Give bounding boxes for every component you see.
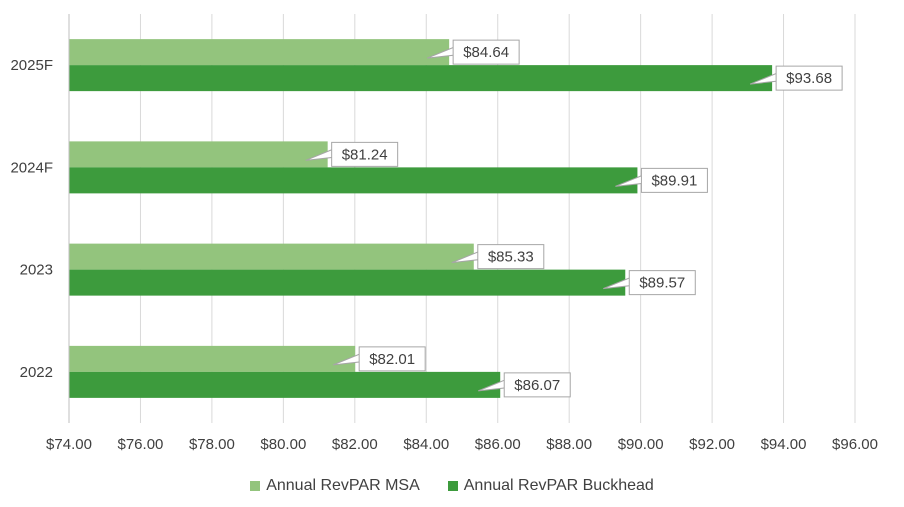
legend-item-buckhead[interactable]: Annual RevPAR Buckhead [447, 477, 654, 495]
data-label-text: $89.91 [651, 172, 697, 189]
callout-seam [777, 67, 781, 90]
data-label-text: $85.33 [488, 249, 534, 266]
bar-msa-2023[interactable] [69, 243, 474, 270]
legend-label-buckhead: Annual RevPAR Buckhead [463, 477, 654, 494]
data-label-callout: $81.24 [305, 141, 399, 167]
bar-msa-2024f[interactable] [69, 141, 328, 168]
legend-swatch-msa [250, 481, 261, 491]
callout-seam [478, 245, 482, 268]
category-label: 2023 [20, 262, 53, 279]
data-label-callout: $85.33 [451, 244, 545, 270]
bar-buckhead-2024f[interactable] [69, 167, 638, 194]
data-label-callout: $82.01 [332, 346, 426, 372]
axes: $74.00 $76.00 $78.00 $80.00 $82.00 $84.00 $86.… [10, 14, 878, 453]
callout-box [503, 372, 571, 398]
callout-seam [642, 169, 646, 192]
callout-box [628, 270, 696, 296]
category-label: 2025F [10, 57, 53, 74]
x-tick-label: $80.00 [260, 436, 306, 453]
callout-seam [630, 271, 634, 294]
callout-box [775, 65, 843, 91]
x-tick-label: $76.00 [118, 436, 164, 453]
data-label-text: $82.01 [369, 351, 415, 368]
callout-box [331, 141, 399, 167]
data-label-text: $84.64 [463, 44, 509, 61]
legend-swatch-buckhead [447, 481, 458, 491]
bar-buckhead-2025f[interactable] [69, 65, 773, 92]
data-label-callout: $86.07 [478, 372, 571, 398]
category-label: 2024F [10, 159, 53, 176]
x-tick-label: $88.00 [546, 436, 592, 453]
data-labels: $84.64 $93.68 $81.24 $89.91 $85.33 $89.57 $82.… [305, 39, 843, 398]
data-label-text: $86.07 [514, 377, 560, 394]
callout-seam [454, 41, 458, 64]
legend-item-msa[interactable]: Annual RevPAR MSA [250, 477, 420, 495]
x-tick-label: $94.00 [761, 436, 807, 453]
data-label-text: $89.57 [639, 275, 685, 292]
data-label-callout: $84.64 [426, 39, 520, 65]
x-tick-label: $74.00 [46, 436, 92, 453]
data-label-callout: $89.91 [615, 167, 708, 193]
callout-seam [505, 373, 509, 396]
data-label-text: $93.68 [786, 70, 832, 87]
x-tick-label: $86.00 [475, 436, 521, 453]
chart-legend: Annual RevPAR MSA Annual RevPAR Buckhead [0, 474, 904, 498]
callout-box [477, 244, 545, 270]
x-tick-label: $82.00 [332, 436, 378, 453]
bar-msa-2025f[interactable] [69, 39, 450, 66]
category-label: 2022 [20, 364, 53, 381]
x-tick-label: $96.00 [832, 436, 878, 453]
data-label-text: $81.24 [342, 146, 388, 163]
x-tick-label: $78.00 [189, 436, 235, 453]
bar-msa-2022[interactable] [69, 345, 356, 372]
callout-box [452, 39, 520, 65]
bar-buckhead-2023[interactable] [69, 269, 626, 296]
callout-seam [332, 143, 336, 166]
callout-box [640, 167, 708, 193]
bar-buckhead-2022[interactable] [69, 371, 501, 398]
data-label-callout: $89.57 [603, 270, 696, 296]
data-label-callout: $93.68 [749, 65, 843, 91]
callout-seam [360, 347, 364, 370]
x-tick-label: $92.00 [689, 436, 735, 453]
legend-label-msa: Annual RevPAR MSA [266, 477, 420, 494]
callout-box [358, 346, 426, 372]
bars [69, 39, 773, 398]
x-tick-label: $90.00 [618, 436, 664, 453]
x-tick-label: $84.00 [403, 436, 449, 453]
